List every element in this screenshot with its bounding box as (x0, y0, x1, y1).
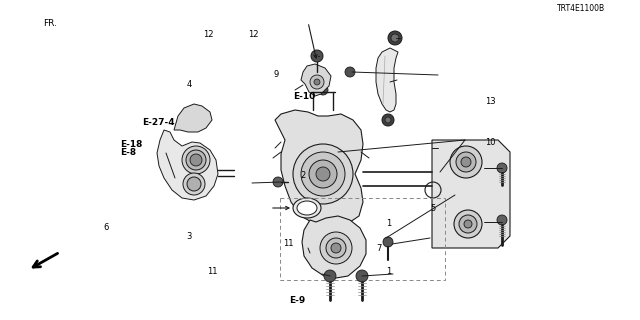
Polygon shape (376, 48, 398, 112)
Polygon shape (432, 140, 510, 248)
Circle shape (464, 220, 472, 228)
Circle shape (310, 75, 324, 89)
Polygon shape (301, 64, 331, 96)
Circle shape (497, 215, 507, 225)
Ellipse shape (293, 198, 321, 218)
Circle shape (356, 270, 368, 282)
Text: 2: 2 (301, 171, 306, 180)
Text: 4: 4 (187, 80, 192, 89)
Circle shape (450, 146, 482, 178)
Text: E-8: E-8 (120, 148, 136, 157)
Text: 9: 9 (274, 70, 279, 79)
Text: 11: 11 (207, 267, 218, 276)
Circle shape (497, 163, 507, 173)
Text: E-10: E-10 (293, 92, 316, 101)
Circle shape (186, 150, 206, 170)
Circle shape (293, 144, 353, 204)
Text: 11: 11 (284, 239, 294, 248)
Text: E-18: E-18 (120, 140, 143, 149)
Text: 7: 7 (376, 244, 381, 253)
Text: 10: 10 (485, 138, 495, 147)
Circle shape (385, 117, 391, 123)
Text: E-9: E-9 (289, 296, 305, 305)
Text: 1: 1 (387, 268, 392, 276)
Circle shape (461, 157, 471, 167)
Text: 12: 12 (248, 30, 259, 39)
Circle shape (316, 167, 330, 181)
Circle shape (187, 177, 201, 191)
Circle shape (320, 232, 352, 264)
Circle shape (388, 31, 402, 45)
Text: 3: 3 (187, 232, 192, 241)
Circle shape (273, 177, 283, 187)
Circle shape (383, 237, 393, 247)
Circle shape (454, 210, 482, 238)
Text: 5: 5 (430, 204, 435, 212)
Circle shape (326, 238, 346, 258)
Text: 13: 13 (485, 97, 496, 106)
Circle shape (314, 79, 320, 85)
Text: FR.: FR. (44, 19, 58, 28)
Circle shape (382, 114, 394, 126)
Text: TRT4E1100B: TRT4E1100B (557, 4, 605, 13)
Circle shape (309, 160, 337, 188)
Polygon shape (157, 130, 218, 200)
Circle shape (182, 146, 210, 174)
Circle shape (324, 270, 336, 282)
Ellipse shape (297, 201, 317, 215)
Polygon shape (302, 216, 366, 278)
Polygon shape (275, 110, 363, 226)
Circle shape (331, 243, 341, 253)
Polygon shape (174, 104, 212, 132)
Text: 12: 12 (204, 30, 214, 39)
Circle shape (391, 34, 399, 42)
Circle shape (456, 152, 476, 172)
Circle shape (301, 152, 345, 196)
Circle shape (190, 154, 202, 166)
Text: 1: 1 (387, 219, 392, 228)
Circle shape (311, 50, 323, 62)
Circle shape (183, 173, 205, 195)
Text: E-27-4: E-27-4 (142, 118, 175, 127)
Circle shape (345, 67, 355, 77)
Circle shape (459, 215, 477, 233)
Bar (280, 198, 445, 280)
Text: 6: 6 (104, 223, 109, 232)
Circle shape (318, 85, 328, 95)
